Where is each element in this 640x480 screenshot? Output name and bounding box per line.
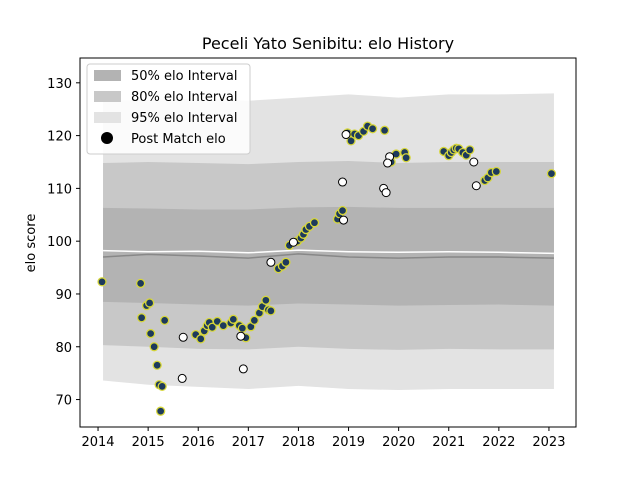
hollow-point <box>236 331 246 341</box>
x-tick-label: 2023 <box>532 435 565 450</box>
post-match-point <box>491 166 501 177</box>
post-match-point <box>465 145 475 155</box>
hollow-point <box>266 257 276 267</box>
post-match-point <box>309 218 320 228</box>
plot-frame <box>79 57 577 428</box>
post-match-point <box>207 322 217 332</box>
mean-line <box>103 253 554 259</box>
chart-title: Peceli Yato Senibitu: elo History <box>202 34 454 53</box>
post-match-point <box>144 298 155 308</box>
post-match-point <box>379 125 390 135</box>
x-tick-label: 2018 <box>282 435 315 450</box>
hollow-point <box>238 364 248 374</box>
hollow-point <box>469 157 479 167</box>
legend-label-50: 50% elo Interval <box>131 69 238 84</box>
hollow-point <box>471 181 481 191</box>
x-tick-label: 2019 <box>332 435 365 450</box>
x-tick-label: 2016 <box>182 435 215 450</box>
x-tick-label: 2020 <box>382 435 415 450</box>
post-match-point <box>337 205 348 216</box>
y-tick-label: 120 <box>47 130 72 145</box>
post-match-point <box>135 278 146 289</box>
post-match-point <box>160 315 170 326</box>
post-match-point <box>546 168 557 179</box>
legend-label-95: 95% elo Interval <box>131 111 238 126</box>
plot-area <box>79 57 577 428</box>
post-match-point <box>145 328 156 339</box>
x-axis: 2014 2015 2016 2017 2018 2019 2020 2021 2022 2023 <box>81 427 565 450</box>
legend-label-80: 80% elo Interval <box>131 90 238 105</box>
hollow-point <box>381 188 391 198</box>
y-tick-label: 130 <box>47 77 72 92</box>
post-match-point <box>261 295 271 305</box>
y-axis-label: elo score <box>24 214 39 273</box>
x-tick-label: 2014 <box>81 435 114 450</box>
y-axis: 70 80 90 100 110 120 130 <box>47 77 80 409</box>
data-points <box>97 121 557 416</box>
y-tick-label: 100 <box>47 235 72 250</box>
y-tick-label: 80 <box>55 341 72 356</box>
y-tick-label: 110 <box>47 182 72 197</box>
post-match-point <box>196 334 206 344</box>
hollow-point <box>288 237 298 247</box>
post-match-point <box>249 315 260 326</box>
post-match-point <box>228 314 238 324</box>
legend-label-post-match: Post Match elo <box>131 132 226 147</box>
post-match-point <box>149 342 159 352</box>
legend-swatch-50 <box>94 70 121 81</box>
center-lines <box>103 249 554 259</box>
y-tick-label: 90 <box>55 288 72 303</box>
legend-swatch-80 <box>94 91 121 102</box>
post-match-point <box>97 277 107 287</box>
x-tick-label: 2021 <box>432 435 465 450</box>
post-match-point <box>218 320 228 331</box>
x-tick-label: 2017 <box>232 435 265 450</box>
post-match-point <box>281 257 291 267</box>
x-tick-label: 2022 <box>482 435 515 450</box>
hollow-point <box>339 215 349 225</box>
post-match-point <box>237 323 247 333</box>
legend-swatch-95 <box>94 112 121 123</box>
hollow-point <box>177 373 187 383</box>
x-tick-label: 2015 <box>132 435 165 450</box>
post-match-point <box>152 360 162 370</box>
median-line <box>103 249 554 255</box>
hollow-point <box>338 177 348 187</box>
legend: 50% elo Interval 80% elo Interval 95% el… <box>86 63 251 155</box>
hollow-point <box>383 158 393 168</box>
post-match-point <box>367 124 378 134</box>
y-tick-label: 70 <box>55 394 72 409</box>
post-match-point <box>401 153 411 163</box>
post-match-point <box>136 313 147 323</box>
legend-marker-post-match <box>101 132 113 144</box>
hollow-point <box>341 130 351 140</box>
hollow-point <box>178 332 188 342</box>
post-match-point <box>266 306 276 316</box>
post-match-point <box>156 406 166 416</box>
legend-box <box>86 63 251 155</box>
post-match-point <box>157 381 167 392</box>
